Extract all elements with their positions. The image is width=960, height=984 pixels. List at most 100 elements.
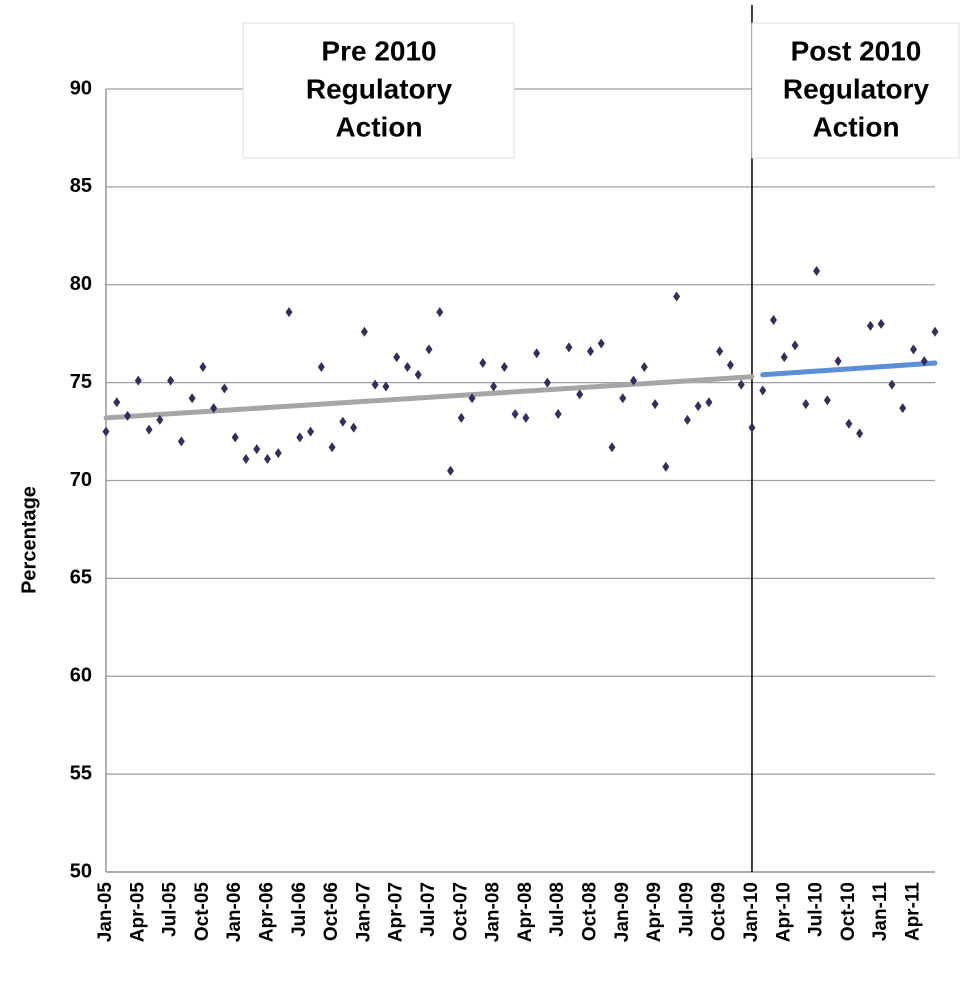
point (705, 397, 713, 408)
point (683, 414, 691, 425)
point (167, 375, 175, 386)
y-axis-label: Percentage (18, 486, 40, 594)
point (511, 408, 519, 419)
point (199, 361, 207, 372)
x-tick-label: Oct-08 (579, 882, 600, 941)
point (630, 375, 638, 386)
point (242, 453, 250, 464)
point (694, 401, 702, 412)
point (748, 422, 756, 433)
x-tick-label: Jul-05 (160, 882, 181, 937)
point (877, 318, 885, 329)
point (619, 393, 627, 404)
point (414, 369, 422, 380)
point (662, 461, 670, 472)
point (920, 356, 928, 367)
point (285, 307, 293, 318)
point (500, 361, 508, 372)
point (726, 360, 734, 371)
x-tick-label: Oct-05 (192, 882, 213, 942)
y-tick-label: 75 (70, 371, 92, 393)
y-tick-label: 70 (70, 469, 92, 491)
x-tick-label: Jan-10 (741, 882, 762, 942)
x-tick-label: Jan-11 (870, 882, 891, 942)
point (651, 399, 659, 410)
x-tick-label: Jan-08 (483, 882, 504, 942)
point (640, 361, 648, 372)
x-tick-label: Jan-06 (224, 882, 245, 942)
point (360, 326, 368, 337)
x-tick-label: Jul-09 (676, 882, 697, 937)
point (802, 399, 810, 410)
point (856, 428, 864, 439)
point (307, 426, 315, 437)
point (220, 383, 228, 394)
trend-line (760, 360, 938, 378)
annotation-text: Regulatory (306, 73, 453, 104)
point (608, 442, 616, 453)
annotation-text: Pre 2010 (321, 35, 436, 66)
point (597, 338, 605, 349)
annotation-box (242, 22, 515, 159)
point (543, 377, 551, 388)
annotation-text: Regulatory (783, 73, 930, 104)
y-tick-label: 80 (70, 273, 92, 295)
x-tick-label: Oct-10 (838, 882, 859, 941)
point (403, 361, 411, 372)
point (350, 422, 358, 433)
y-tick-label: 90 (70, 77, 92, 99)
point (845, 418, 853, 429)
point (899, 403, 907, 414)
point (317, 361, 325, 372)
y-tick-label: 50 (70, 860, 92, 882)
point (263, 453, 271, 464)
point (468, 393, 476, 404)
point (780, 352, 788, 363)
x-tick-label: Jan-05 (95, 882, 116, 943)
point (673, 291, 681, 302)
point (425, 344, 433, 355)
y-tick-label: 55 (70, 762, 92, 784)
point (533, 348, 541, 359)
point (457, 412, 465, 423)
point (770, 314, 778, 325)
annotation-box (751, 22, 960, 159)
point (296, 432, 304, 443)
point (522, 412, 530, 423)
point (759, 385, 767, 396)
point (231, 432, 239, 443)
y-tick-label: 85 (70, 175, 92, 197)
annotation-text: Action (335, 111, 422, 142)
x-tick-label: Apr-07 (386, 882, 407, 942)
point (124, 410, 132, 421)
point (274, 448, 282, 459)
y-tick-label: 65 (70, 567, 92, 589)
x-tick-label: Jul-08 (547, 882, 568, 937)
x-tick-label: Jul-07 (418, 882, 439, 937)
x-tick-label: Jul-06 (289, 882, 310, 937)
point (145, 424, 153, 435)
point (576, 389, 584, 400)
annotation-text: Post 2010 (791, 35, 922, 66)
point (791, 340, 799, 351)
point (253, 444, 261, 455)
point (554, 408, 562, 419)
point (113, 397, 121, 408)
point (586, 346, 594, 357)
point (382, 381, 390, 392)
x-tick-label: Apr-05 (127, 882, 148, 943)
point (339, 416, 347, 427)
point (479, 358, 487, 369)
point (866, 320, 874, 331)
x-tick-label: Oct-06 (321, 882, 342, 941)
point (931, 326, 939, 337)
x-tick-label: Oct-09 (709, 882, 730, 941)
point (210, 403, 218, 414)
point (328, 442, 336, 453)
point (834, 356, 842, 367)
point (909, 344, 917, 355)
x-tick-label: Oct-07 (450, 882, 471, 941)
point (393, 352, 401, 363)
x-tick-label: Apr-11 (902, 882, 923, 942)
